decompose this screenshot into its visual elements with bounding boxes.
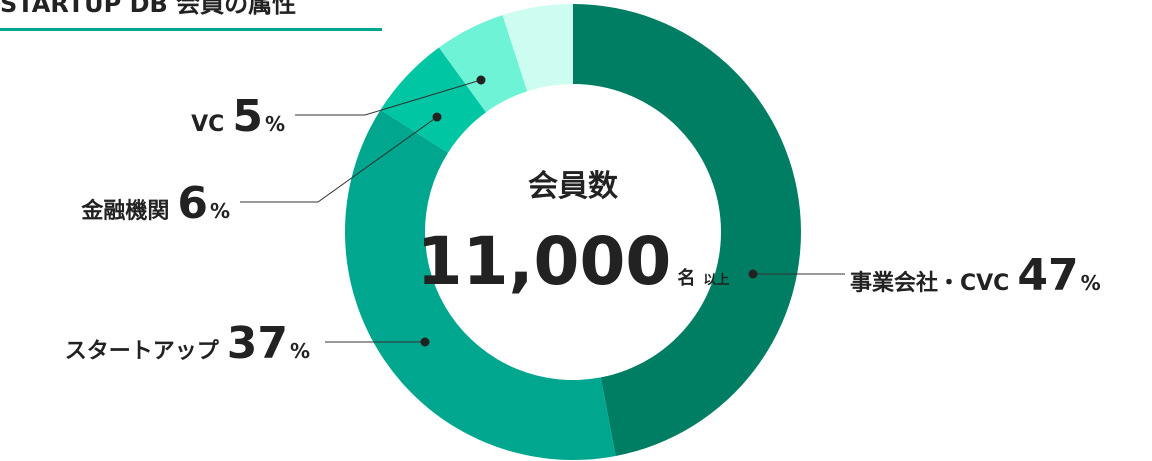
donut-segment: [573, 4, 801, 456]
segment-name: VC: [191, 112, 224, 137]
segment-label: VC 5%: [191, 91, 285, 142]
segment-value: 37: [227, 318, 288, 369]
segment-label: 事業会社・CVC 47%: [850, 250, 1101, 301]
segment-value: 47: [1017, 250, 1078, 301]
donut-segment: [438, 15, 528, 113]
segment-unit: %: [1081, 271, 1101, 295]
leader-line: [295, 79, 482, 116]
segment-name: スタートアップ: [65, 339, 220, 364]
segment-value: 6: [177, 178, 208, 229]
leader-dot: [432, 112, 442, 122]
center-unit: 名: [677, 267, 695, 289]
segment-unit: %: [265, 112, 285, 136]
leader-dot: [748, 269, 758, 279]
leader-dot: [476, 75, 486, 85]
leader-line: [240, 116, 438, 203]
title-underline: [0, 28, 382, 31]
center-note: 以上: [703, 273, 729, 288]
chart-title: STARTUP DB 会員の属性: [0, 0, 296, 18]
center-value: 11,000: [417, 223, 672, 300]
segment-unit: %: [290, 339, 310, 363]
segment-label: 金融機関 6%: [80, 178, 230, 229]
donut-segment: [345, 109, 616, 460]
center-label: 会員数: [528, 169, 619, 204]
center-value-group: 11,000 名以上: [417, 223, 730, 300]
segment-name: 事業会社・CVC: [850, 270, 1009, 296]
segment-value: 5: [232, 91, 263, 142]
segment-unit: %: [210, 199, 230, 223]
donut-segment: [380, 47, 487, 153]
segment-name: 金融機関: [80, 198, 169, 224]
segment-label: スタートアップ 37%: [65, 318, 310, 369]
donut-segment: [502, 4, 573, 92]
leader-dot: [420, 337, 430, 347]
